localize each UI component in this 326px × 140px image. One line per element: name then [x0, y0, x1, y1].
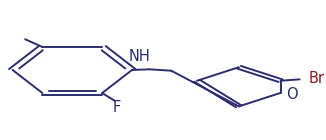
- Text: F: F: [112, 100, 120, 115]
- Text: Br: Br: [309, 71, 325, 86]
- Text: NH: NH: [129, 49, 151, 64]
- Text: O: O: [286, 87, 298, 102]
